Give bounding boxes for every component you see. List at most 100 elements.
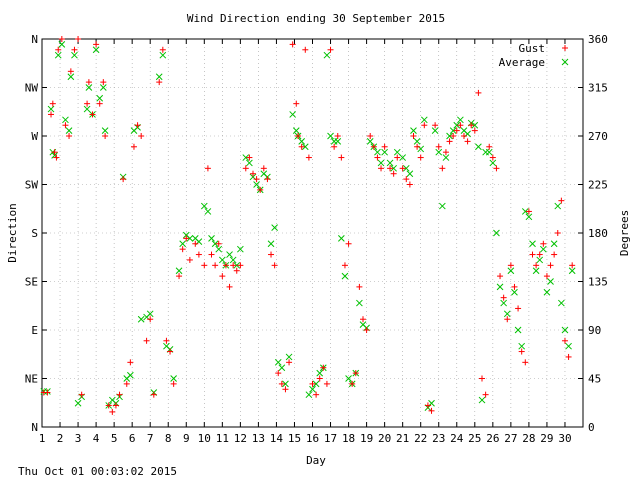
average-point [309,385,316,393]
gust-point [497,273,504,280]
gust-point [109,408,116,415]
average-point [334,138,342,145]
average-point [242,154,250,161]
gust-point [275,370,282,377]
y-tick-label-left: N [31,33,38,46]
gust-point [127,359,134,366]
average-point [521,208,529,215]
gust-point [71,46,78,53]
x-tick-label: 17 [324,432,337,445]
y-tick-label-left: NW [25,82,39,95]
x-tick-label: 30 [558,432,571,445]
gust-point [349,380,356,387]
average-point [83,105,91,113]
average-point [478,396,486,404]
gust-point [540,240,547,247]
gust-point [309,380,316,387]
gust-point [48,111,55,118]
average-point [274,358,282,366]
gust-point [359,316,366,323]
average-point [155,73,163,81]
gust-point [49,100,56,107]
gust-point [320,364,327,371]
gust-point [230,262,237,269]
y-tick-label-right: 270 [588,130,608,143]
average-point [137,315,145,323]
average-point [420,116,428,124]
average-point [471,121,479,129]
gust-point [378,165,385,172]
average-point [327,132,334,140]
average-point [323,51,331,59]
gust-point [58,36,65,42]
gust-point [170,380,177,387]
gust-point [167,348,174,355]
average-point [292,127,300,134]
gust-point [414,143,421,150]
average-point [366,138,374,145]
gust-point [123,380,130,387]
gust-point [482,391,489,398]
average-point [565,342,572,350]
gust-point [195,251,202,258]
x-tick-label: 23 [432,432,445,445]
average-point [489,159,497,167]
gust-point [327,46,334,53]
gust-point [78,391,85,398]
gust-point [100,79,107,86]
gust-point [278,380,285,387]
average-point [386,159,394,167]
x-tick-label: 5 [111,432,118,445]
average-point [208,235,215,242]
gust-point [302,46,309,53]
y-tick-label-right: 90 [588,324,601,337]
gust-point [529,251,536,258]
gust-point [323,380,330,387]
average-point [62,116,69,124]
gust-point [446,138,453,145]
x-axis-label: Day [306,454,326,467]
average-point [453,121,461,129]
average-point [175,267,183,275]
gust-point [457,122,464,129]
gust-point [212,262,219,269]
x-tick-label: 11 [216,432,229,445]
gust-point [282,386,289,393]
average-point [211,240,219,248]
legend: Gust Average [499,42,569,69]
x-tick-label: 22 [414,432,427,445]
gust-point [338,154,345,161]
average-point [186,235,194,242]
x-tick-label: 4 [93,432,100,445]
gust-point [387,165,394,172]
average-point [390,164,398,172]
gust-point [313,391,320,398]
average-point [305,391,313,399]
y-tick-label-right: 315 [588,82,608,95]
average-point [85,84,93,91]
plot-frame [41,38,584,428]
x-tick-label: 15 [288,432,301,445]
x-tick-label: 24 [450,432,464,445]
y-tick-label-left: SE [25,276,38,289]
average-point [237,245,244,253]
y-tick-label-left: NE [25,373,38,386]
grid [42,39,583,427]
x-tick-label: 6 [129,432,136,445]
average-point [507,267,515,275]
y-tick-label-left: SW [25,179,39,192]
legend-label-average: Average [499,56,545,69]
average-point [278,364,286,372]
gust-point [421,122,428,129]
gust-point [233,267,240,274]
average-point [561,326,569,334]
average-point [554,202,562,210]
gust-point [453,127,460,134]
average-point [71,51,78,59]
gust-point [558,197,565,204]
average-point [536,256,544,264]
gust-point [219,273,226,280]
average-point [301,143,309,151]
gust-point [489,154,496,161]
